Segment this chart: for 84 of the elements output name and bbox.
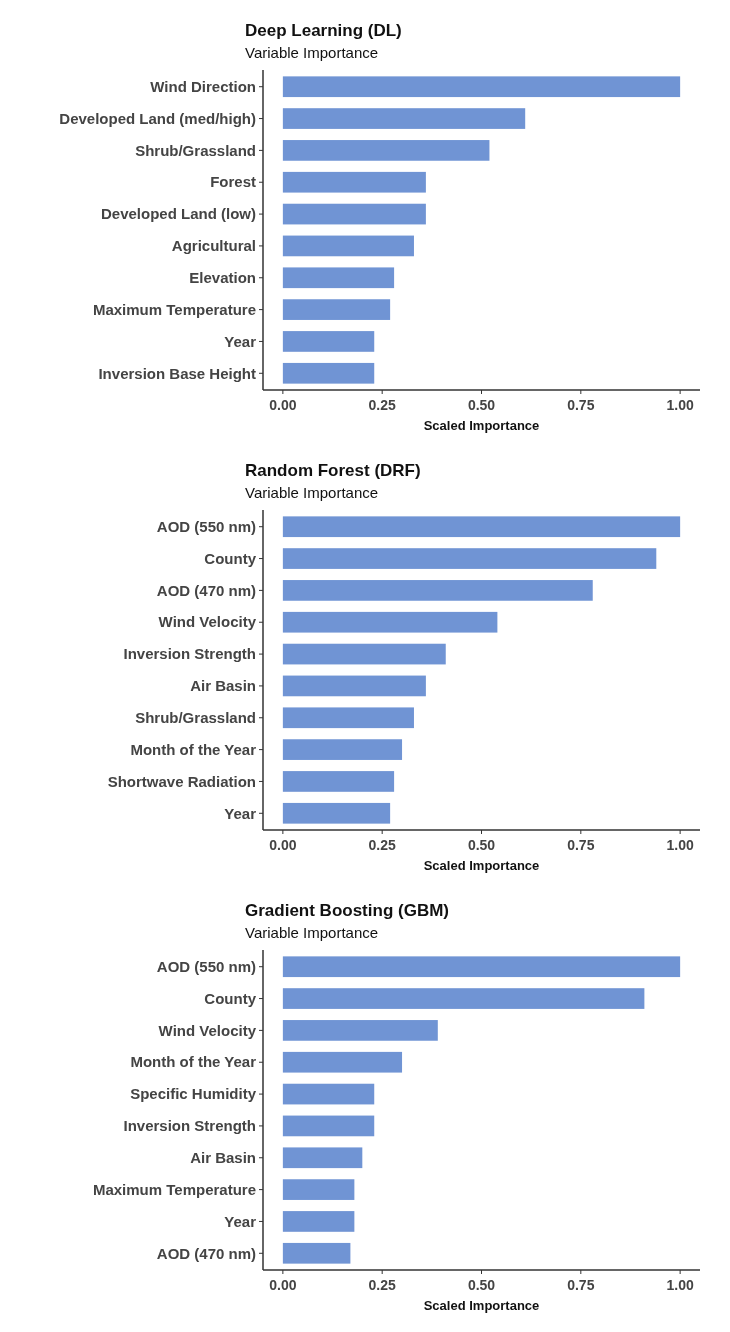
x-axis-title: Scaled Importance [423,1298,540,1313]
bar [282,235,414,257]
y-tick-label: Elevation [189,269,256,287]
y-tick-label: Shrub/Grassland [135,141,256,159]
x-tick-label: 0.50 [467,837,496,853]
bar [282,1147,363,1169]
bar [282,203,426,225]
y-tick-label: Wind Velocity [158,613,257,631]
y-tick-label: Month of the Year [130,1053,257,1071]
y-tick-label: Inversion Base Height [98,364,256,382]
y-tick-label: Inversion Strength [123,1117,256,1135]
y-tick-label: Wind Velocity [158,1021,257,1039]
y-tick-label: AOD (550 nm) [156,517,256,535]
bar [282,1051,403,1073]
x-tick-label: 0.75 [567,837,595,853]
bar [282,988,645,1009]
y-tick-label: Month of the Year [130,740,257,758]
y-tick-label: Inversion Strength [123,645,256,663]
x-axis-title: Scaled Importance [423,858,540,873]
chart-title: Random Forest (DRF) [245,461,421,480]
x-tick-label: 1.00 [666,1277,694,1293]
y-tick-label: Developed Land (med/high) [59,109,256,127]
bar [282,548,657,569]
chart-subtitle: Variable Importance [245,44,379,61]
bar [282,331,375,352]
bar [282,956,681,978]
chart-subtitle: Variable Importance [245,484,379,501]
x-tick-label: 0.25 [368,1277,397,1293]
x-tick-label: 0.25 [368,397,397,413]
x-tick-label: 0.00 [269,397,297,413]
chart-title: Gradient Boosting (GBM) [245,901,449,920]
x-tick-label: 1.00 [666,397,694,413]
bar [282,362,375,384]
x-tick-label: 0.75 [567,397,595,413]
bar [282,1211,355,1232]
bar [282,1179,355,1200]
y-tick-label: County [204,549,257,567]
x-tick-label: 0.00 [269,1277,297,1293]
y-tick-label: AOD (550 nm) [156,957,256,975]
bar [282,171,426,193]
bar [282,580,593,601]
bar [282,1083,375,1105]
bar [282,739,403,760]
y-tick-label: Agricultural [171,237,256,255]
bar [282,76,681,98]
x-tick-label: 0.00 [269,837,297,853]
bar [282,611,498,633]
x-tick-label: 1.00 [666,837,694,853]
bar [282,771,395,792]
y-tick-label: Year [224,804,257,822]
bar [282,108,526,129]
y-tick-label: Air Basin [190,1149,256,1167]
y-tick-label: Developed Land (low) [100,205,256,223]
y-tick-label: Maximum Temperature [92,1180,256,1198]
y-tick-label: Specific Humidity [130,1085,257,1103]
bar [282,1115,375,1137]
x-tick-label: 0.50 [467,1277,496,1293]
y-tick-label: AOD (470 nm) [156,581,256,599]
bar [282,140,490,161]
y-tick-label: County [204,989,257,1007]
y-tick-label: Wind Direction [150,77,256,95]
bar [282,1020,438,1041]
x-tick-label: 0.50 [467,397,496,413]
bar [282,1242,351,1264]
bar [282,267,395,289]
x-tick-label: 0.25 [368,837,397,853]
x-tick-label: 0.75 [567,1277,595,1293]
y-tick-label: Maximum Temperature [92,300,256,318]
y-tick-label: Shrub/Grassland [135,709,256,727]
y-tick-label: Air Basin [190,677,256,695]
chart-subtitle: Variable Importance [245,924,379,941]
chart-title: Deep Learning (DL) [245,21,402,40]
bar [282,707,414,729]
bar [282,643,446,665]
y-tick-label: Year [224,332,257,350]
bar [282,516,681,538]
bar [282,299,391,320]
bar [282,802,391,824]
y-tick-label: Shortwave Radiation [107,772,256,790]
bar [282,675,426,697]
y-tick-label: AOD (470 nm) [156,1244,256,1262]
y-tick-label: Year [224,1212,257,1230]
x-axis-title: Scaled Importance [423,418,540,433]
y-tick-label: Forest [210,173,256,191]
